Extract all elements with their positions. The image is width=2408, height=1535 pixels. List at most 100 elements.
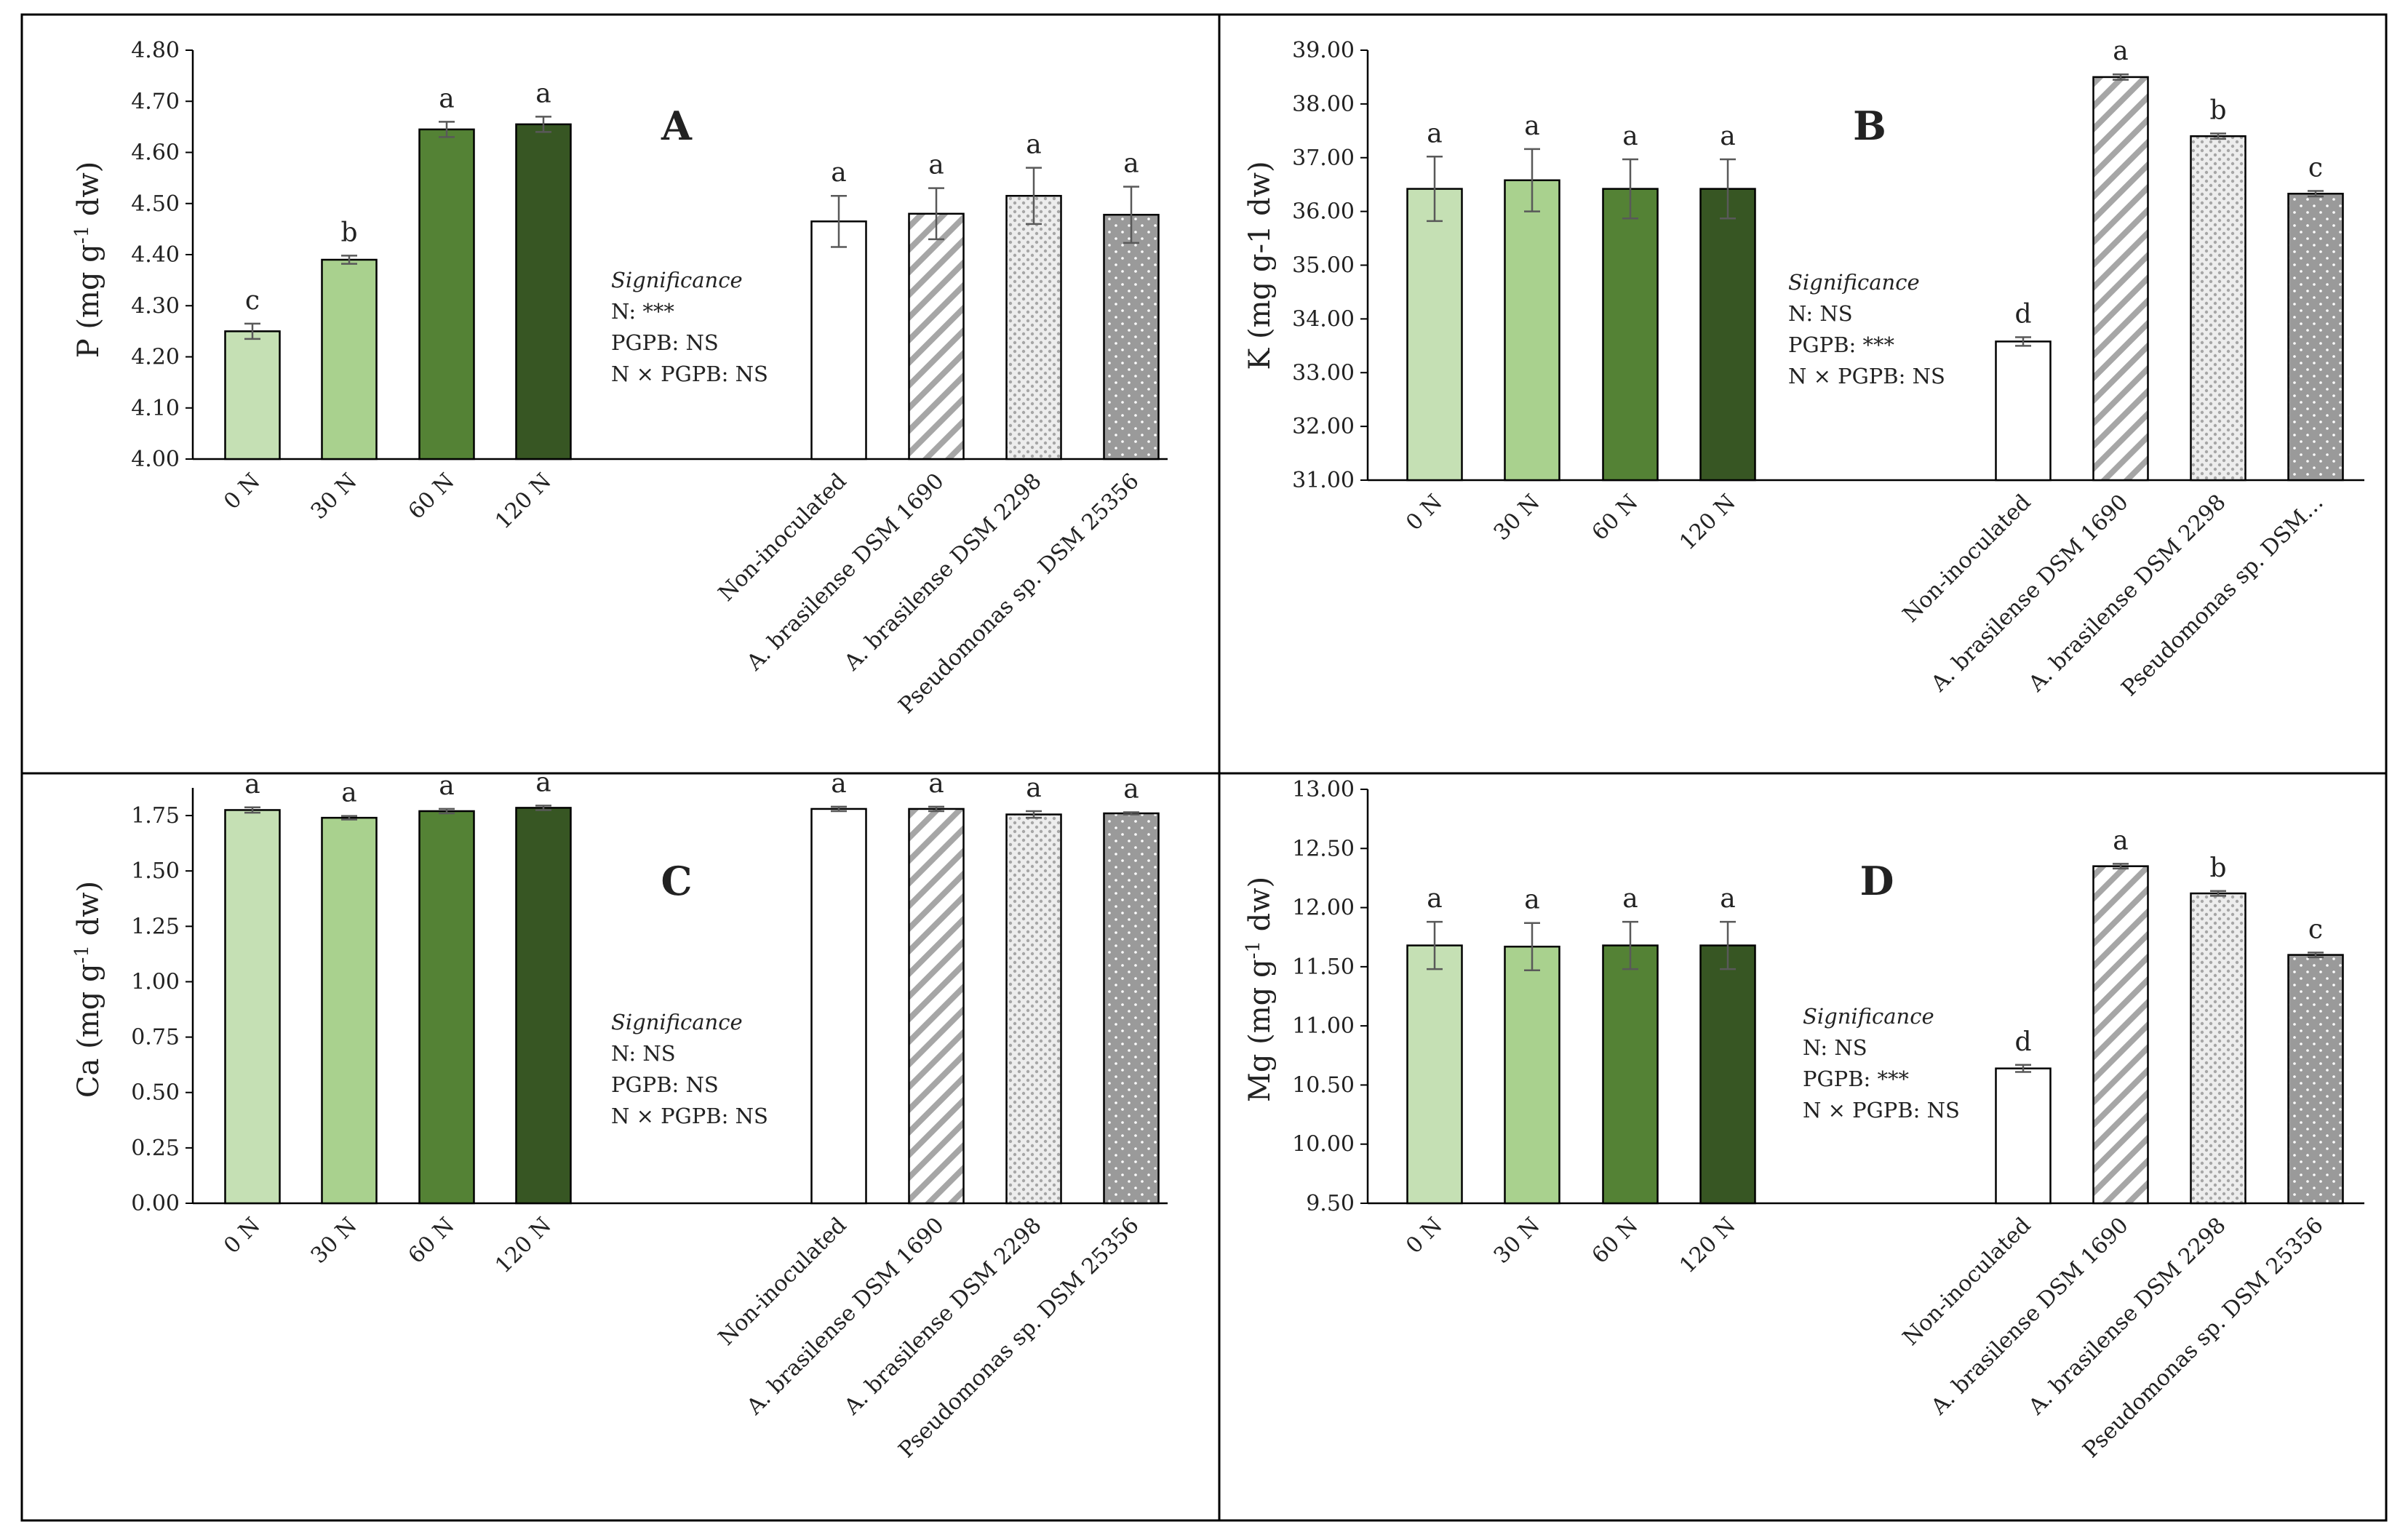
panel-c-ytick-label: 0.25 (131, 1136, 180, 1161)
panel-b-bar (1995, 340, 2052, 482)
panel-b-ytick-label: 33.00 (1292, 360, 1355, 386)
panel-d-bar (1995, 1067, 2052, 1205)
panel-A: 4.00 4.10 4.20 4.30 4.40 4.50 4.60 4.70 4.80 c b a… (71, 38, 1168, 719)
panel-D-label: D (1860, 858, 1894, 904)
panel-d-group-letter: a (1720, 884, 1735, 914)
panel-d-category-label: A. brasilense DSM 2298 (2023, 1213, 2230, 1420)
panel-b-category-label: 120 N (1675, 490, 1741, 556)
panel-c-bar (418, 810, 475, 1205)
panel-c-category-label: 60 N (404, 1213, 460, 1269)
panel-c-group-letter: a (341, 778, 356, 808)
panel-d-bar (1406, 944, 1463, 1205)
panel-c-ytick-label: 0.50 (131, 1080, 180, 1106)
panel-a-bar (1005, 194, 1062, 460)
panel-b-ytick-label: 36.00 (1292, 199, 1355, 225)
panel-d-group-letter: a (2113, 826, 2128, 856)
panel-d-ytick-label: 11.50 (1292, 954, 1355, 980)
panel-A-significance-interaction: N × PGPB: NS (611, 362, 768, 386)
panel-d-group-letter: a (1524, 885, 1539, 915)
panel-a-group-letter: a (1026, 130, 1041, 160)
panel-A-ylabel: P (mg g-1 dw) (71, 162, 105, 359)
panel-D: 9.5010.0010.5011.0011.5012.0012.5013.00 … (1243, 777, 2364, 1463)
panel-b-bar (1504, 179, 1560, 482)
panel-d-group-letter: b (2209, 853, 2226, 883)
panel-b-ytick-label: 37.00 (1292, 145, 1355, 171)
panel-d-category-label: A. brasilense DSM 1690 (1926, 1213, 2133, 1420)
panel-a-category-label: A. brasilense DSM 1690 (741, 469, 949, 676)
panel-C-ylabel: Ca (mg g-1 dw) (71, 881, 105, 1098)
panel-b-group-letter: a (1427, 119, 1442, 148)
panel-a-category-label: 60 N (404, 469, 460, 525)
panel-A-letters: c b a a a a a a (245, 79, 1139, 316)
panel-d-ytick-label: 13.00 (1292, 777, 1355, 802)
panel-C-significance-interaction: N × PGPB: NS (611, 1104, 768, 1128)
panel-a-group-letter: a (928, 151, 944, 180)
panel-c-group-letter: a (439, 771, 454, 801)
panel-a-bar (321, 258, 378, 460)
panel-c-bar (224, 809, 281, 1205)
panel-c-bar (908, 808, 965, 1205)
panel-d-category-label: 120 N (1675, 1213, 1741, 1279)
panel-a-group-letter: a (1123, 149, 1139, 179)
panel-b-group-letter: a (1622, 121, 1638, 151)
panel-c-category-label: 120 N (490, 1213, 557, 1279)
panel-d-bar (2287, 954, 2344, 1205)
panel-c-bar (515, 807, 572, 1205)
panel-C-bars (224, 807, 1160, 1205)
panel-d-ytick-label: 10.50 (1292, 1072, 1355, 1098)
panel-c-category-label: 0 N (219, 1213, 266, 1259)
panel-d-bar (1602, 944, 1659, 1205)
panel-b-bar (2190, 135, 2246, 482)
panel-b-group-letter: a (1720, 121, 1735, 151)
panel-c-ytick-label: 0.75 (131, 1025, 180, 1050)
panel-a-group-letter: b (340, 218, 357, 247)
panel-B-label: B (1853, 103, 1886, 149)
panel-C-significance-pgpb: PGPB: NS (611, 1072, 719, 1097)
panel-d-group-letter: a (1622, 884, 1638, 914)
panel-b-bar (1699, 188, 1756, 482)
panel-B-ylabel: K (mg g-1 dw) (1243, 161, 1277, 370)
panel-b-bar (1602, 188, 1659, 482)
panel-d-ytick-label: 12.00 (1292, 896, 1355, 921)
panel-c-group-letter: a (928, 769, 944, 799)
panel-B-significance-interaction: N × PGPB: NS (1788, 364, 1945, 388)
panel-a-group-letter: a (535, 79, 551, 108)
panel-c-group-letter: a (1026, 773, 1041, 803)
panel-b-group-letter: a (2113, 36, 2128, 66)
panel-a-category-label: 120 N (490, 469, 557, 535)
panel-A-significance-n: N: *** (611, 299, 674, 324)
panel-c-bar (810, 808, 867, 1205)
panel-B-yticks: 31.00 32.00 33.00 34.00 35.00 36.00 37.00 38.00… (1292, 38, 1368, 493)
panel-D-yticks: 9.50 10.00 10.50 11.00 11.50 12.00 12.50 13.00 (1292, 777, 1368, 1216)
panel-A-bars (224, 123, 1160, 460)
panel-c-category-label: A. brasilense DSM 1690 (741, 1213, 949, 1420)
panel-b-category-label: 60 N (1587, 490, 1643, 546)
panel-c-group-letter: a (1123, 774, 1139, 804)
panel-d-category-label: 0 N (1401, 1213, 1448, 1259)
panel-b-category-label: A. brasilense DSM 2298 (2023, 490, 2230, 697)
panel-b-ytick-label: 32.00 (1292, 414, 1355, 439)
panel-d-group-letter: c (2308, 914, 2323, 944)
panel-C-yticks: 0.00 0.25 0.50 0.75 1.00 1.25 1.50 1.75 (131, 803, 193, 1216)
panel-a-bar (1103, 213, 1160, 460)
panel-frames (20, 13, 2388, 1522)
panel-b-category-label: 0 N (1401, 490, 1448, 536)
panel-d-bar (2092, 865, 2149, 1205)
panel-b-ytick-label: 34.00 (1292, 306, 1355, 332)
panel-A-significance-pgpb: PGPB: NS (611, 330, 719, 355)
panel-D-significance-title: Significance (1803, 1004, 1934, 1029)
panel-b-ytick-label: 35.00 (1292, 253, 1355, 279)
panel-D-ylabel: Mg (mg g-1 dw) (1243, 877, 1277, 1102)
panel-a-bar (418, 128, 475, 460)
panel-a-ytick-label: 4.60 (131, 140, 180, 166)
panel-b-group-letter: d (2014, 299, 2031, 329)
panel-D-significance-pgpb: PGPB: *** (1803, 1066, 1909, 1091)
panel-A-label: A (661, 103, 693, 149)
panel-B-letters: a a a a d a b c (1427, 36, 2323, 329)
panel-A-significance-title: Significance (611, 268, 743, 292)
panel-D-significance-interaction: N × PGPB: NS (1803, 1098, 1960, 1123)
